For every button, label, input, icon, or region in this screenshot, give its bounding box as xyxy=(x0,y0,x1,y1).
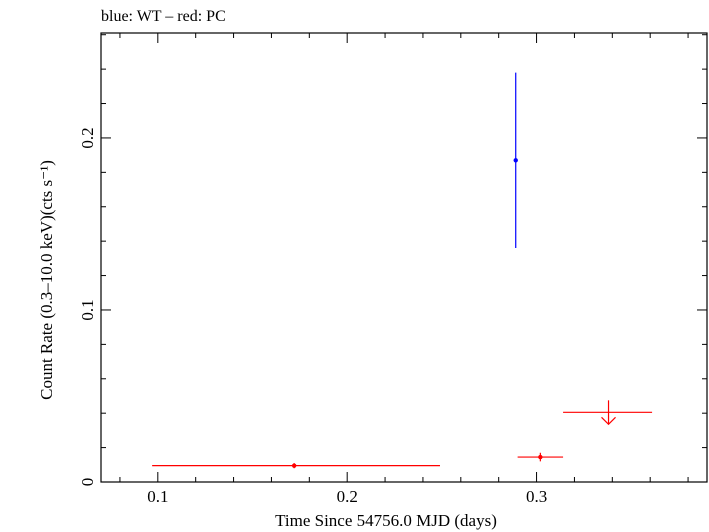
chart-title: blue: WT – red: PC xyxy=(101,8,226,25)
x-tick-label: 0.1 xyxy=(147,487,168,506)
axis-ticks xyxy=(101,33,707,483)
data-point xyxy=(538,454,543,460)
plot-frame xyxy=(100,32,708,483)
series-pc xyxy=(152,400,653,469)
x-tick-label: 0.2 xyxy=(337,487,358,506)
x-tick-label: 0.3 xyxy=(526,487,547,506)
series-wt xyxy=(513,72,518,249)
data-point xyxy=(513,158,518,163)
data-point xyxy=(291,463,297,468)
axis-tick-labels: 0.1 0.2 0.3 0 0.1 0.2 xyxy=(78,127,547,506)
upper-limit-arrow xyxy=(601,416,616,426)
y-tick-label: 0 xyxy=(78,478,97,487)
y-axis-label: Count Rate (0.3–10.0 keV)(cts s⁻¹) xyxy=(37,160,56,400)
x-axis-label: Time Since 54756.0 MJD (days) xyxy=(275,511,497,530)
y-tick-label: 0.1 xyxy=(78,299,97,320)
y-tick-label: 0.2 xyxy=(78,127,97,148)
data-marks xyxy=(152,72,653,469)
